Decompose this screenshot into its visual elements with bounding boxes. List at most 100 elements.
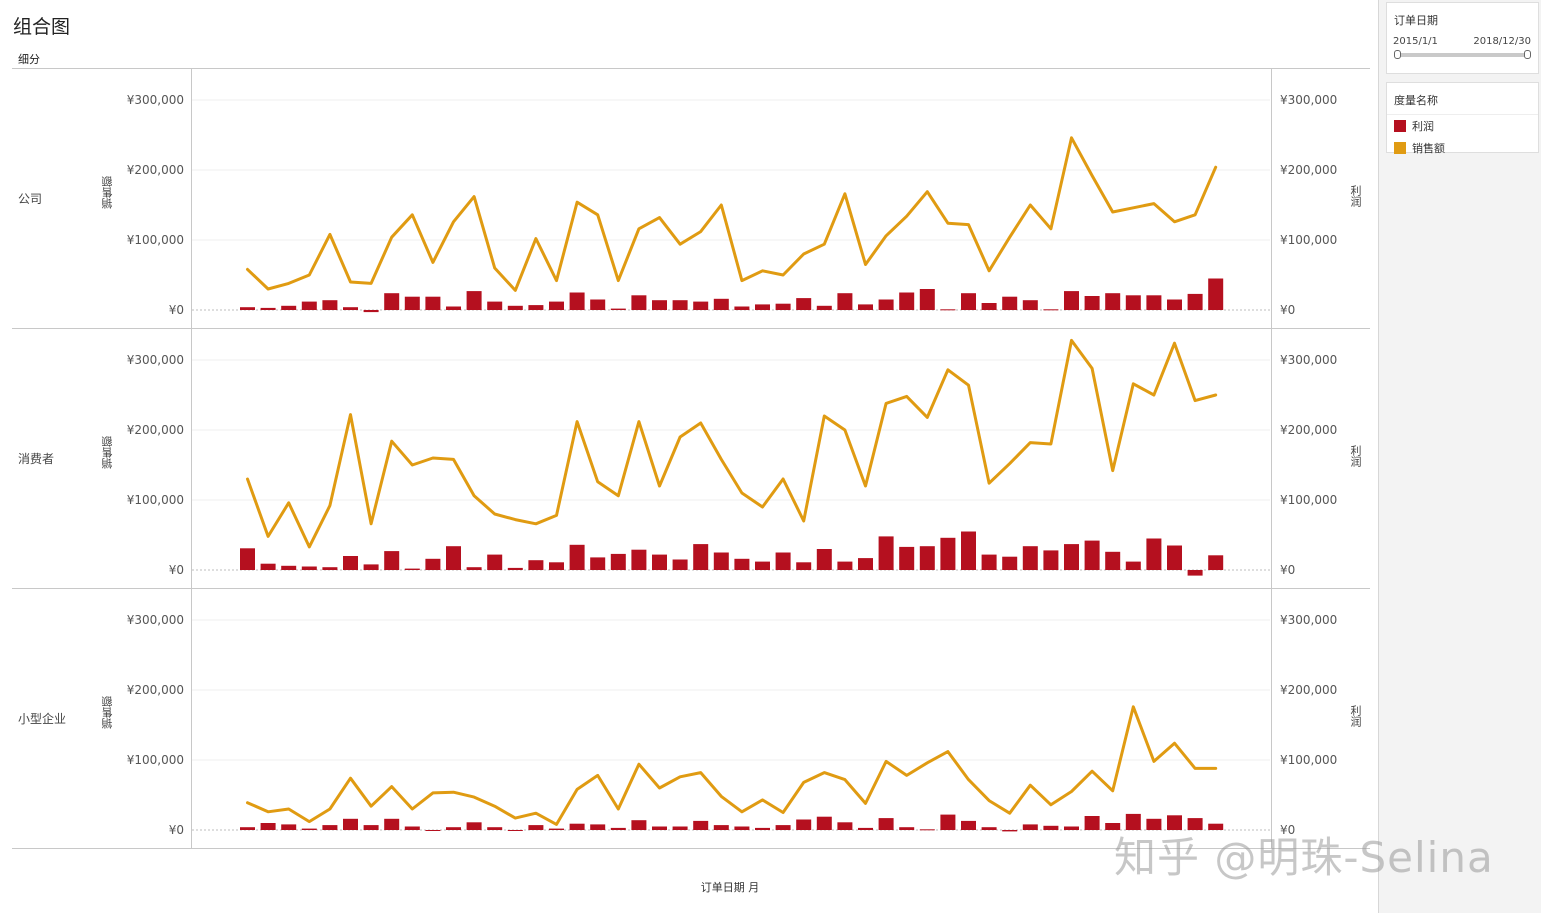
- profit-bar: [260, 307, 276, 310]
- y-tick-label-left: ¥0: [169, 303, 184, 317]
- profit-bar: [610, 553, 626, 570]
- profit-bar: [961, 531, 976, 570]
- profit-bar: [1043, 825, 1059, 830]
- profit-bar: [1105, 551, 1121, 570]
- y-tick-label-right: ¥300,000: [1280, 353, 1337, 367]
- profit-bar: [816, 816, 832, 830]
- y-tick-label-right: ¥200,000: [1280, 683, 1337, 697]
- sales-line: [246, 338, 1218, 549]
- profit-bar: [816, 305, 832, 310]
- slider-end-handle[interactable]: [1524, 50, 1531, 59]
- y-tick-label-right: ¥300,000: [1280, 93, 1337, 107]
- profit-bar: [1002, 830, 1018, 832]
- profit-bar: [549, 828, 564, 830]
- profit-bar: [1167, 299, 1182, 310]
- y-tick-label-right: ¥0: [1280, 563, 1295, 577]
- profit-bar: [281, 824, 297, 830]
- profit-bar: [755, 561, 770, 570]
- profit-bar: [981, 827, 997, 830]
- y-tick-label-right: ¥300,000: [1280, 613, 1337, 627]
- y-tick-label-left: ¥300,000: [127, 93, 184, 107]
- date-filter-card: 订单日期 2015/1/1 2018/12/30: [1386, 2, 1539, 74]
- profit-bar: [1043, 550, 1059, 570]
- page-title: 组合图: [13, 16, 71, 38]
- y-tick-label-right: ¥200,000: [1280, 423, 1337, 437]
- profit-bar: [425, 296, 441, 310]
- profit-bar: [549, 562, 564, 570]
- profit-bar: [713, 298, 729, 310]
- profit-bar: [1084, 816, 1100, 830]
- profit-bar: [610, 827, 626, 830]
- profit-bar: [652, 300, 667, 310]
- y-tick-label-left: ¥100,000: [127, 493, 184, 507]
- profit-bar: [343, 818, 358, 830]
- profit-bar: [693, 820, 709, 830]
- profit-bar: [507, 305, 523, 310]
- profit-bar: [1146, 295, 1162, 310]
- profit-bar: [858, 558, 873, 570]
- date-range-slider[interactable]: [1394, 50, 1531, 59]
- profit-bar: [899, 546, 915, 570]
- profit-bar: [672, 826, 688, 830]
- profit-bar: [281, 565, 297, 570]
- profit-bar: [1187, 293, 1203, 310]
- profit-bar: [404, 826, 420, 830]
- profit-bar: [816, 549, 832, 570]
- profit-bar: [363, 564, 379, 570]
- profit-bar: [322, 825, 338, 830]
- legend-item-profit[interactable]: 利润: [1387, 115, 1538, 137]
- profit-bar: [260, 823, 276, 830]
- profit-bar: [1125, 295, 1141, 310]
- profit-bar: [281, 305, 297, 310]
- watermark: 知乎 @明珠-Selina: [1114, 833, 1494, 882]
- profit-bar: [404, 568, 420, 570]
- profit-bar: [240, 307, 255, 310]
- profit-bar: [322, 300, 338, 310]
- y-tick-label-right: ¥200,000: [1280, 163, 1337, 177]
- y-tick-label-left: ¥300,000: [127, 353, 184, 367]
- profit-bar: [878, 536, 894, 570]
- y-tick-label-right: ¥0: [1280, 823, 1295, 837]
- profit-bar: [713, 552, 729, 570]
- legend-swatch: [1394, 120, 1406, 132]
- profit-bar: [672, 559, 688, 570]
- profit-bar: [693, 544, 709, 570]
- legend-title: 度量名称: [1387, 83, 1538, 115]
- profit-bar: [734, 826, 750, 830]
- slider-start-handle[interactable]: [1394, 50, 1401, 59]
- profit-bar: [631, 820, 647, 830]
- profit-bar: [322, 567, 338, 570]
- profit-bar: [1146, 818, 1162, 830]
- legend-item-sales[interactable]: 销售额: [1387, 137, 1538, 159]
- profit-bar: [384, 293, 400, 310]
- profit-bar: [837, 293, 853, 310]
- profit-bar: [1105, 823, 1121, 830]
- profit-bar: [1125, 813, 1141, 830]
- profit-bar: [425, 830, 441, 831]
- profit-bar: [260, 563, 276, 570]
- profit-bar: [1084, 296, 1100, 310]
- y-tick-label-right: ¥100,000: [1280, 233, 1337, 247]
- profit-bar: [899, 292, 915, 310]
- segment-header: 细分: [18, 53, 40, 66]
- profit-bar: [590, 824, 606, 830]
- profit-bar: [734, 306, 750, 310]
- profit-bar: [1043, 309, 1059, 311]
- profit-bar: [652, 826, 667, 830]
- profit-bar: [878, 299, 894, 310]
- chart-frame: [1378, 0, 1379, 913]
- right-axis-title: 利润: [1349, 445, 1362, 467]
- profit-bar: [343, 556, 358, 570]
- profit-bar: [1208, 823, 1224, 830]
- profit-bar: [693, 301, 709, 310]
- profit-bar: [961, 293, 976, 310]
- profit-bar: [919, 829, 935, 831]
- profit-bar: [301, 566, 317, 570]
- profit-bar: [569, 823, 585, 830]
- profit-bar: [755, 304, 770, 310]
- profit-bar: [755, 827, 770, 830]
- profit-bar: [858, 827, 873, 830]
- profit-bar: [343, 307, 358, 310]
- profit-bar: [446, 546, 461, 570]
- profit-bar: [528, 305, 544, 310]
